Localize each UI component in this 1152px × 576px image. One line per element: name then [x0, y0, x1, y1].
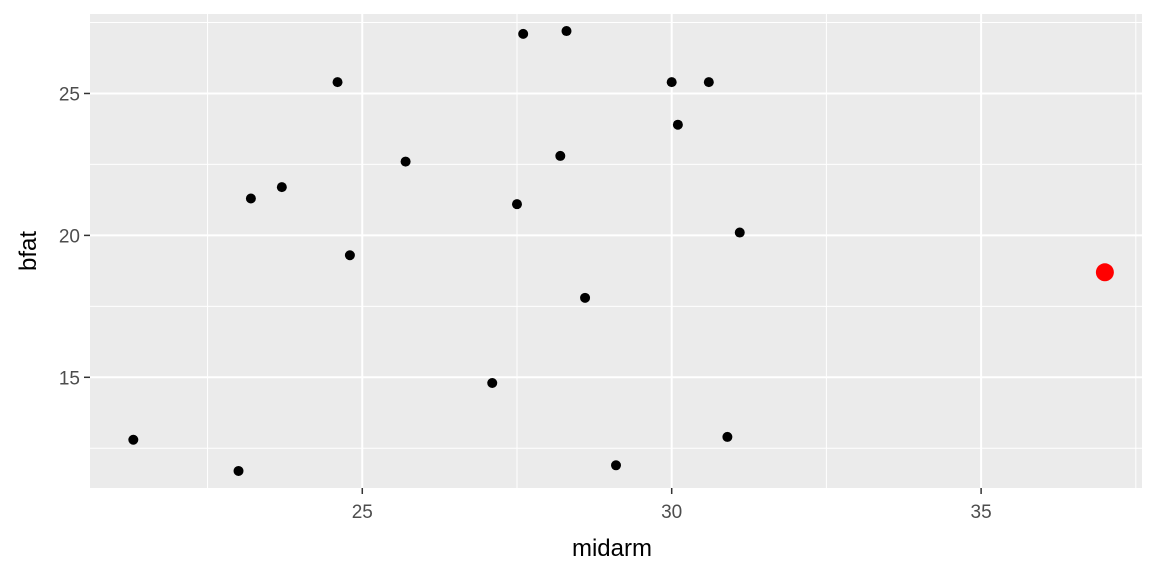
x-tick-label: 30	[661, 502, 682, 523]
y-tick-label: 15	[59, 368, 80, 389]
data-point	[511, 199, 522, 210]
x-tick-label: 25	[352, 502, 373, 523]
grid-major	[90, 14, 1142, 488]
highlighted-data-point	[1095, 263, 1114, 282]
data-point	[580, 292, 591, 303]
x-axis-title: midarm	[572, 535, 652, 562]
x-axis-ticks: 25 30 35	[352, 488, 992, 523]
x-tick-label: 35	[971, 502, 992, 523]
data-point	[666, 77, 677, 88]
data-point	[487, 377, 498, 388]
data-point	[703, 77, 714, 88]
y-tick-label: 25	[59, 84, 80, 105]
data-point	[555, 150, 566, 161]
data-point	[128, 434, 139, 445]
y-tick-label: 20	[59, 226, 80, 247]
plot-panel	[90, 14, 1142, 488]
data-point	[734, 227, 745, 238]
data-point	[400, 156, 411, 167]
data-point	[276, 182, 287, 193]
y-axis-title: bfat	[15, 231, 42, 271]
data-point	[332, 77, 343, 88]
data-point	[344, 250, 355, 261]
data-point	[611, 460, 621, 471]
data-point	[233, 465, 244, 476]
data-point	[672, 119, 683, 130]
data-point	[245, 193, 256, 204]
data-points	[128, 26, 1114, 476]
y-axis-ticks: 15 20 25	[59, 84, 90, 389]
data-point	[561, 26, 572, 37]
data-point	[518, 28, 529, 39]
data-point	[722, 431, 733, 442]
